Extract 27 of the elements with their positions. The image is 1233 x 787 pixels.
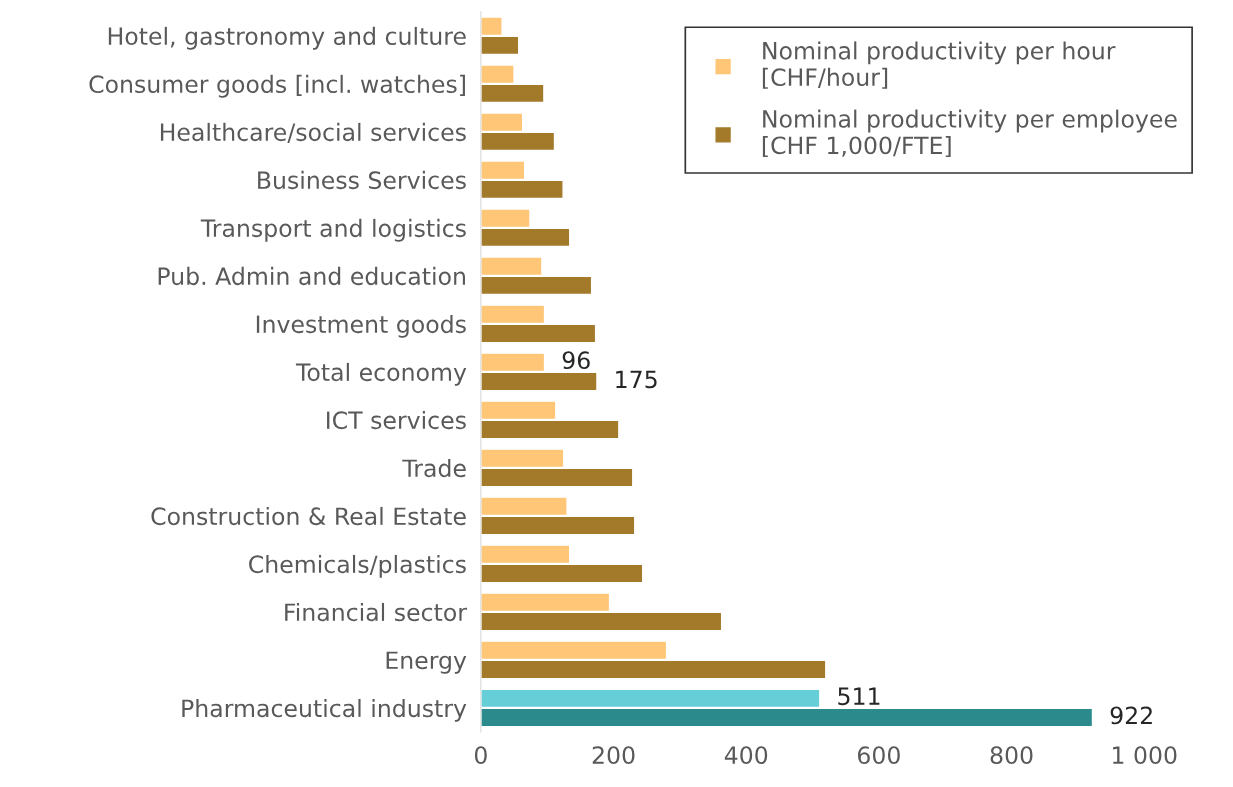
legend-label: Nominal productivity per employee [CHF 1,000/FTE] [762, 109, 1177, 158]
y-tick-label: Pharmaceutical industry [182, 698, 467, 722]
y-tick-label: Trade [402, 458, 466, 478]
y-tick-label: Consumer goods [incl. watches] [89, 74, 465, 98]
y-tick-label: Transport and logistics [200, 218, 466, 242]
y-tick-label: Financial sector [285, 602, 467, 622]
data-label: 511 [838, 687, 880, 706]
x-tick-label: 800 [990, 746, 1033, 765]
y-tick-label: Investment goods [256, 314, 466, 338]
data-label: 96 [562, 351, 590, 370]
y-tick-label: Healthcare/social services [160, 122, 466, 143]
y-tick-label: Pub. Admin and education [158, 266, 465, 286]
y-tick-label: Business Services [258, 170, 466, 190]
data-label: 175 [616, 370, 657, 389]
x-tick-label: 400 [724, 746, 768, 765]
y-tick-label: Chemicals/plastics [249, 554, 466, 578]
y-tick-label: Construction & Real Estate [151, 506, 466, 526]
y-tick-label: Hotel, gastronomy and culture [108, 26, 466, 50]
x-tick-label: 200 [592, 746, 635, 765]
x-tick-label: 600 [858, 746, 900, 765]
y-tick-label: Total economy [295, 362, 467, 386]
x-tick-label: 0 [474, 746, 487, 765]
y-tick-label: ICT services [327, 410, 466, 430]
data-label: 922 [1110, 706, 1152, 725]
legend-label: Nominal productivity per hour [CHF/hour] [762, 41, 1116, 89]
x-tick-label: 1 000 [1113, 746, 1177, 765]
y-tick-label: Energy [386, 651, 467, 674]
